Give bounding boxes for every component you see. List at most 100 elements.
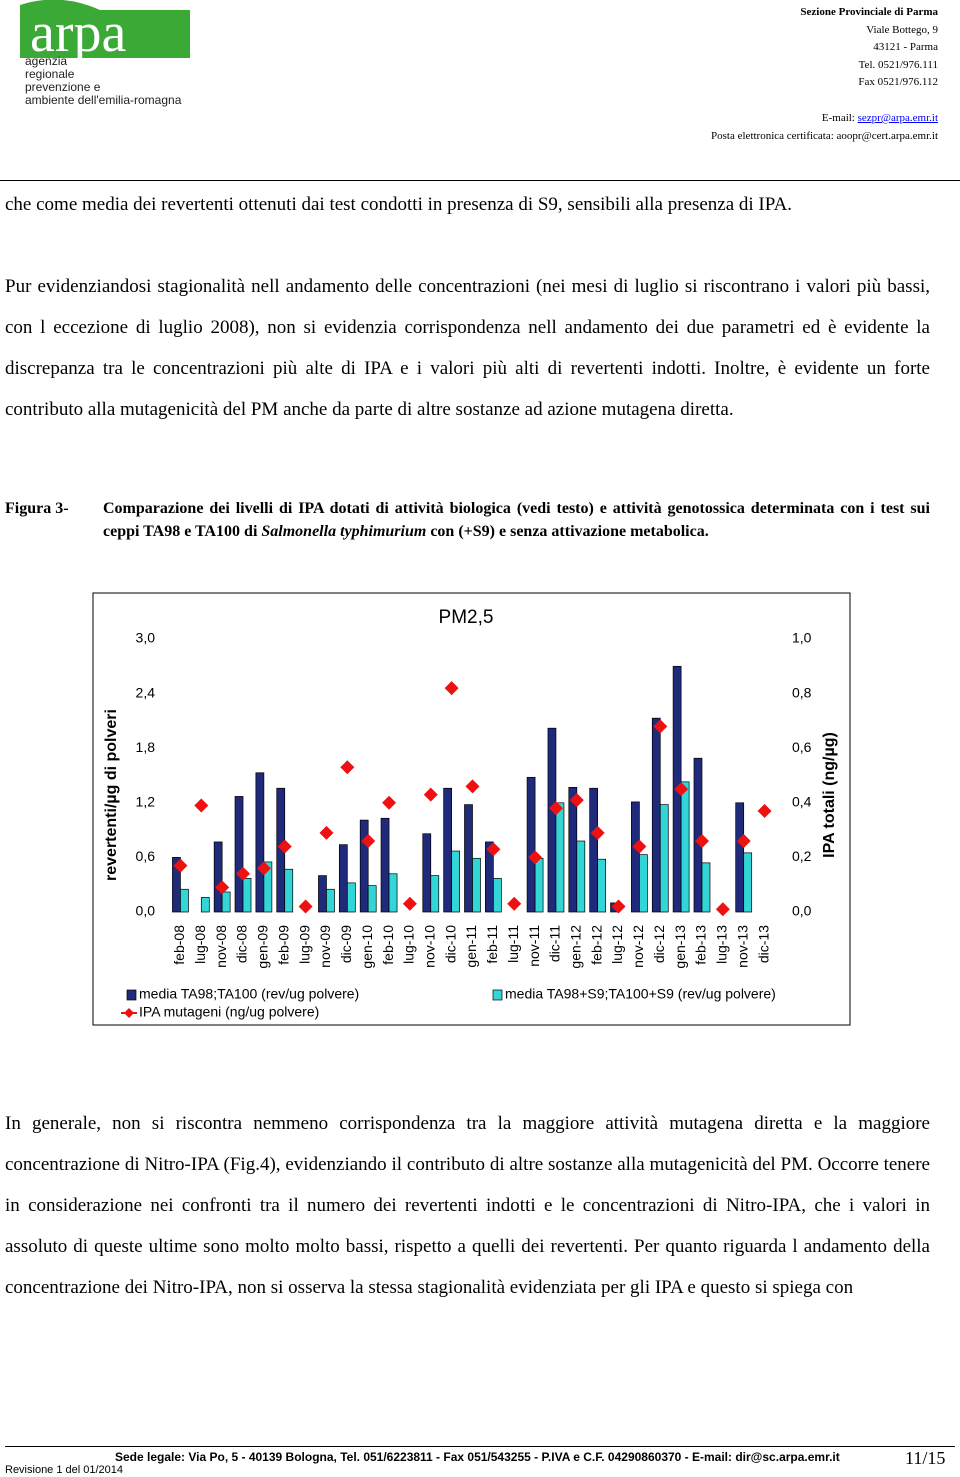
y2-tick-label: 1,0 xyxy=(792,630,812,646)
y2-axis-title: IPA totali (ng/µg) xyxy=(821,732,838,858)
bar xyxy=(284,868,294,913)
bar xyxy=(680,781,690,913)
x-tick-label: gen-09 xyxy=(255,925,271,969)
x-tick-label: feb-08 xyxy=(171,925,187,965)
y2-tick-label: 0,2 xyxy=(792,848,812,864)
address: Sezione Provinciale di Parma Viale Botte… xyxy=(800,4,938,92)
bar xyxy=(701,862,711,913)
marker xyxy=(757,803,772,818)
marker xyxy=(382,795,397,810)
x-tick-label: lug-11 xyxy=(505,925,521,963)
bar xyxy=(485,841,494,913)
marker xyxy=(361,834,376,849)
x-tick-label: nov-12 xyxy=(630,925,646,968)
paragraph: In generale, non si riscontra nemmeno co… xyxy=(5,1113,930,1298)
x-tick-label: feb-12 xyxy=(588,925,604,965)
marker xyxy=(173,858,188,873)
marker xyxy=(694,834,709,849)
header-rule xyxy=(0,180,960,181)
bar xyxy=(589,787,599,913)
y-tick-label: 1,8 xyxy=(136,739,156,755)
caption-text: con (+S9) e senza attivazione metabolica… xyxy=(430,522,709,540)
x-tick-label: dic-13 xyxy=(755,925,771,963)
bar xyxy=(639,854,648,913)
y-tick-label: 0,0 xyxy=(136,903,156,919)
x-tick-label: gen-13 xyxy=(672,925,688,969)
bar xyxy=(443,787,452,913)
x-tick-label: nov-13 xyxy=(734,925,750,968)
revision: Revisione 1 del 01/2014 xyxy=(5,1464,124,1476)
marker xyxy=(215,880,230,895)
y-tick-label: 0,6 xyxy=(136,848,156,864)
marker xyxy=(528,850,543,865)
bar xyxy=(659,804,669,913)
logo-shape xyxy=(20,0,190,58)
address-line: Fax 0521/976.112 xyxy=(858,76,938,88)
y-tick-label: 1,2 xyxy=(136,794,156,810)
address-line: 43121 - Parma xyxy=(873,41,938,53)
x-tick-label: gen-10 xyxy=(359,925,375,969)
bar xyxy=(359,819,369,913)
pec: Posta elettronica certificata: aoopr@cer… xyxy=(711,129,938,142)
bar xyxy=(693,757,703,913)
bar xyxy=(346,882,356,913)
bar xyxy=(172,857,181,913)
bar xyxy=(631,801,640,913)
x-tick-label: dic-08 xyxy=(234,925,250,963)
x-tick-label: gen-11 xyxy=(463,925,479,968)
marker xyxy=(319,825,334,840)
chart-border xyxy=(92,592,851,1026)
paragraph: che come media dei revertenti ottenuti d… xyxy=(5,194,793,215)
footer-legal: Sede legale: Via Po, 5 - 40139 Bologna, … xyxy=(115,1450,840,1464)
marker xyxy=(653,719,668,734)
x-tick-label: lug-08 xyxy=(192,925,208,964)
y2-tick-label: 0,8 xyxy=(792,684,812,700)
bar xyxy=(526,776,536,913)
bar xyxy=(472,857,481,913)
legend-swatch xyxy=(492,989,503,1001)
x-tick-label: lug-13 xyxy=(714,925,730,964)
bar xyxy=(388,873,398,913)
marker xyxy=(507,896,522,911)
x-tick-label: nov-09 xyxy=(317,925,333,968)
bar xyxy=(318,875,327,913)
footer-rule xyxy=(5,1446,955,1447)
y-tick-label: 3,0 xyxy=(136,630,156,646)
x-tick-label: lug-12 xyxy=(609,925,625,964)
address-line: Viale Bottego, 9 xyxy=(866,23,938,36)
marker xyxy=(194,798,209,813)
x-tick-label: dic-11 xyxy=(547,925,563,962)
x-tick-label: nov-08 xyxy=(213,925,229,968)
marker xyxy=(611,899,626,914)
address-line: Sezione Provinciale di Parma xyxy=(800,6,938,18)
bar xyxy=(547,727,557,913)
legend-label: IPA mutageni (ng/ug polvere) xyxy=(139,1004,319,1020)
marker xyxy=(674,782,689,797)
email-link[interactable]: sezpr@arpa.emr.it xyxy=(857,112,938,124)
caption-label: Figura 3- xyxy=(5,500,69,517)
bar xyxy=(555,802,565,913)
bar xyxy=(180,888,189,913)
bar xyxy=(735,802,745,913)
bar xyxy=(534,857,544,913)
marker xyxy=(632,839,647,854)
email-label: E-mail: xyxy=(821,112,855,124)
legend-swatch xyxy=(126,989,137,1001)
bar xyxy=(597,858,607,913)
x-tick-label: feb-11 xyxy=(484,925,500,964)
bar xyxy=(451,850,460,913)
logo-line: prevenzione e xyxy=(25,80,101,94)
bar xyxy=(263,861,273,913)
bar xyxy=(430,875,440,913)
bar xyxy=(568,786,578,913)
caption-text: Comparazione dei livelli di IPA dotati d… xyxy=(103,500,930,540)
y-tick-label: 2,4 xyxy=(136,684,156,700)
marker xyxy=(277,839,292,854)
bar xyxy=(255,772,265,913)
bar xyxy=(200,897,210,913)
marker xyxy=(590,825,605,840)
bar xyxy=(367,885,377,913)
x-tick-label: dic-09 xyxy=(338,925,354,963)
bar xyxy=(338,844,348,913)
bar xyxy=(221,891,231,913)
